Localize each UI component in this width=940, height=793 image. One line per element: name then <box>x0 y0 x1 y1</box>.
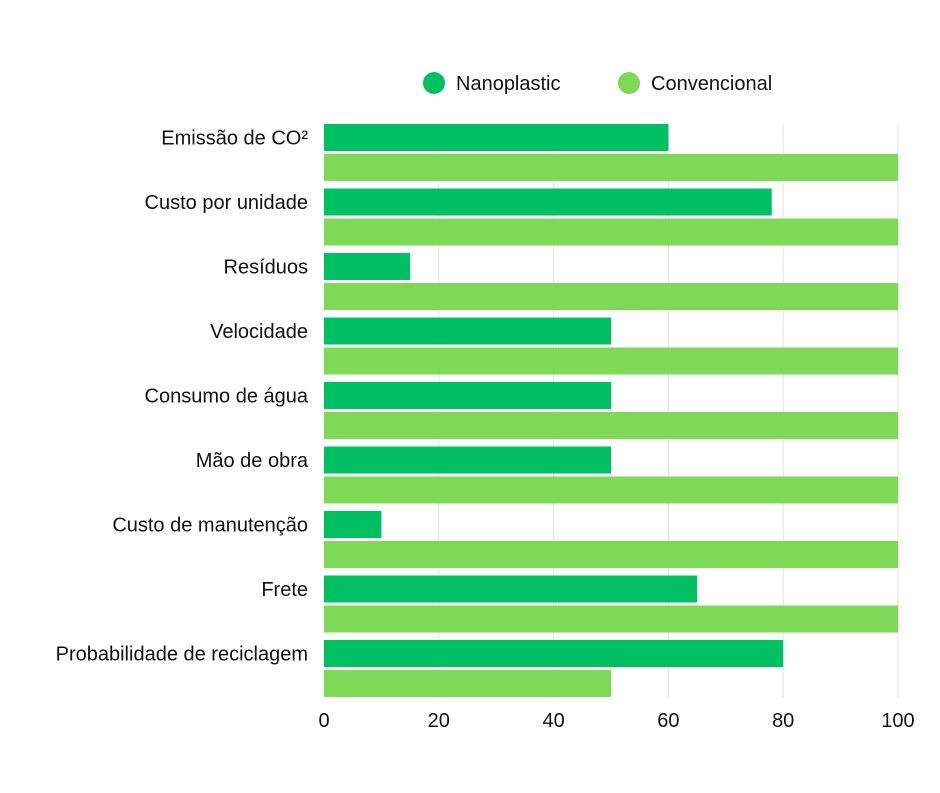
legend-marker-nanoplastic <box>423 72 445 94</box>
x-tick-label: 100 <box>881 710 914 732</box>
bar-nanoplastic-1 <box>324 188 772 216</box>
category-label: Probabilidade de reciclagem <box>56 644 308 666</box>
category-label: Custo por unidade <box>145 192 308 214</box>
category-labels: Emissão de CO² Custo por unidade Resíduos V… <box>56 128 309 666</box>
legend-label-convencional: Convencional <box>651 73 772 95</box>
bar-nanoplastic-0 <box>324 124 669 151</box>
legend: Nanoplastic Convencional <box>423 72 772 95</box>
bar-convencional-7 <box>324 605 898 633</box>
bar-nanoplastic-4 <box>324 382 611 409</box>
bar-nanoplastic-5 <box>324 446 611 474</box>
bar-convencional-1 <box>324 218 898 246</box>
category-label: Custo de manutenção <box>112 515 308 537</box>
x-tick-label: 0 <box>318 710 329 732</box>
bar-convencional-4 <box>324 412 898 439</box>
bar-convencional-3 <box>324 347 898 375</box>
category-label: Consumo de água <box>145 386 309 408</box>
bar-convencional-8 <box>324 670 611 697</box>
bar-convencional-5 <box>324 476 898 504</box>
category-label: Frete <box>261 579 308 601</box>
legend-label-nanoplastic: Nanoplastic <box>456 73 561 95</box>
legend-marker-convencional <box>618 72 640 94</box>
bar-convencional-6 <box>324 541 898 568</box>
x-tick-label: 60 <box>657 710 679 732</box>
category-label: Resíduos <box>224 257 309 279</box>
x-axis-ticks: 0 20 40 60 80 100 <box>318 710 914 732</box>
bar-nanoplastic-8 <box>324 640 784 667</box>
x-tick-label: 20 <box>428 710 450 732</box>
category-label: Mão de obra <box>196 450 309 472</box>
bar-convencional-2 <box>324 283 898 310</box>
bar-nanoplastic-7 <box>324 575 698 603</box>
x-tick-label: 80 <box>772 710 794 732</box>
bar-nanoplastic-3 <box>324 317 611 345</box>
bar-convencional-0 <box>324 154 898 181</box>
category-label: Emissão de CO² <box>161 128 308 150</box>
category-label: Velocidade <box>210 321 308 343</box>
bars <box>324 124 898 697</box>
bar-nanoplastic-2 <box>324 253 411 280</box>
bar-nanoplastic-6 <box>324 511 382 538</box>
x-tick-label: 40 <box>542 710 564 732</box>
